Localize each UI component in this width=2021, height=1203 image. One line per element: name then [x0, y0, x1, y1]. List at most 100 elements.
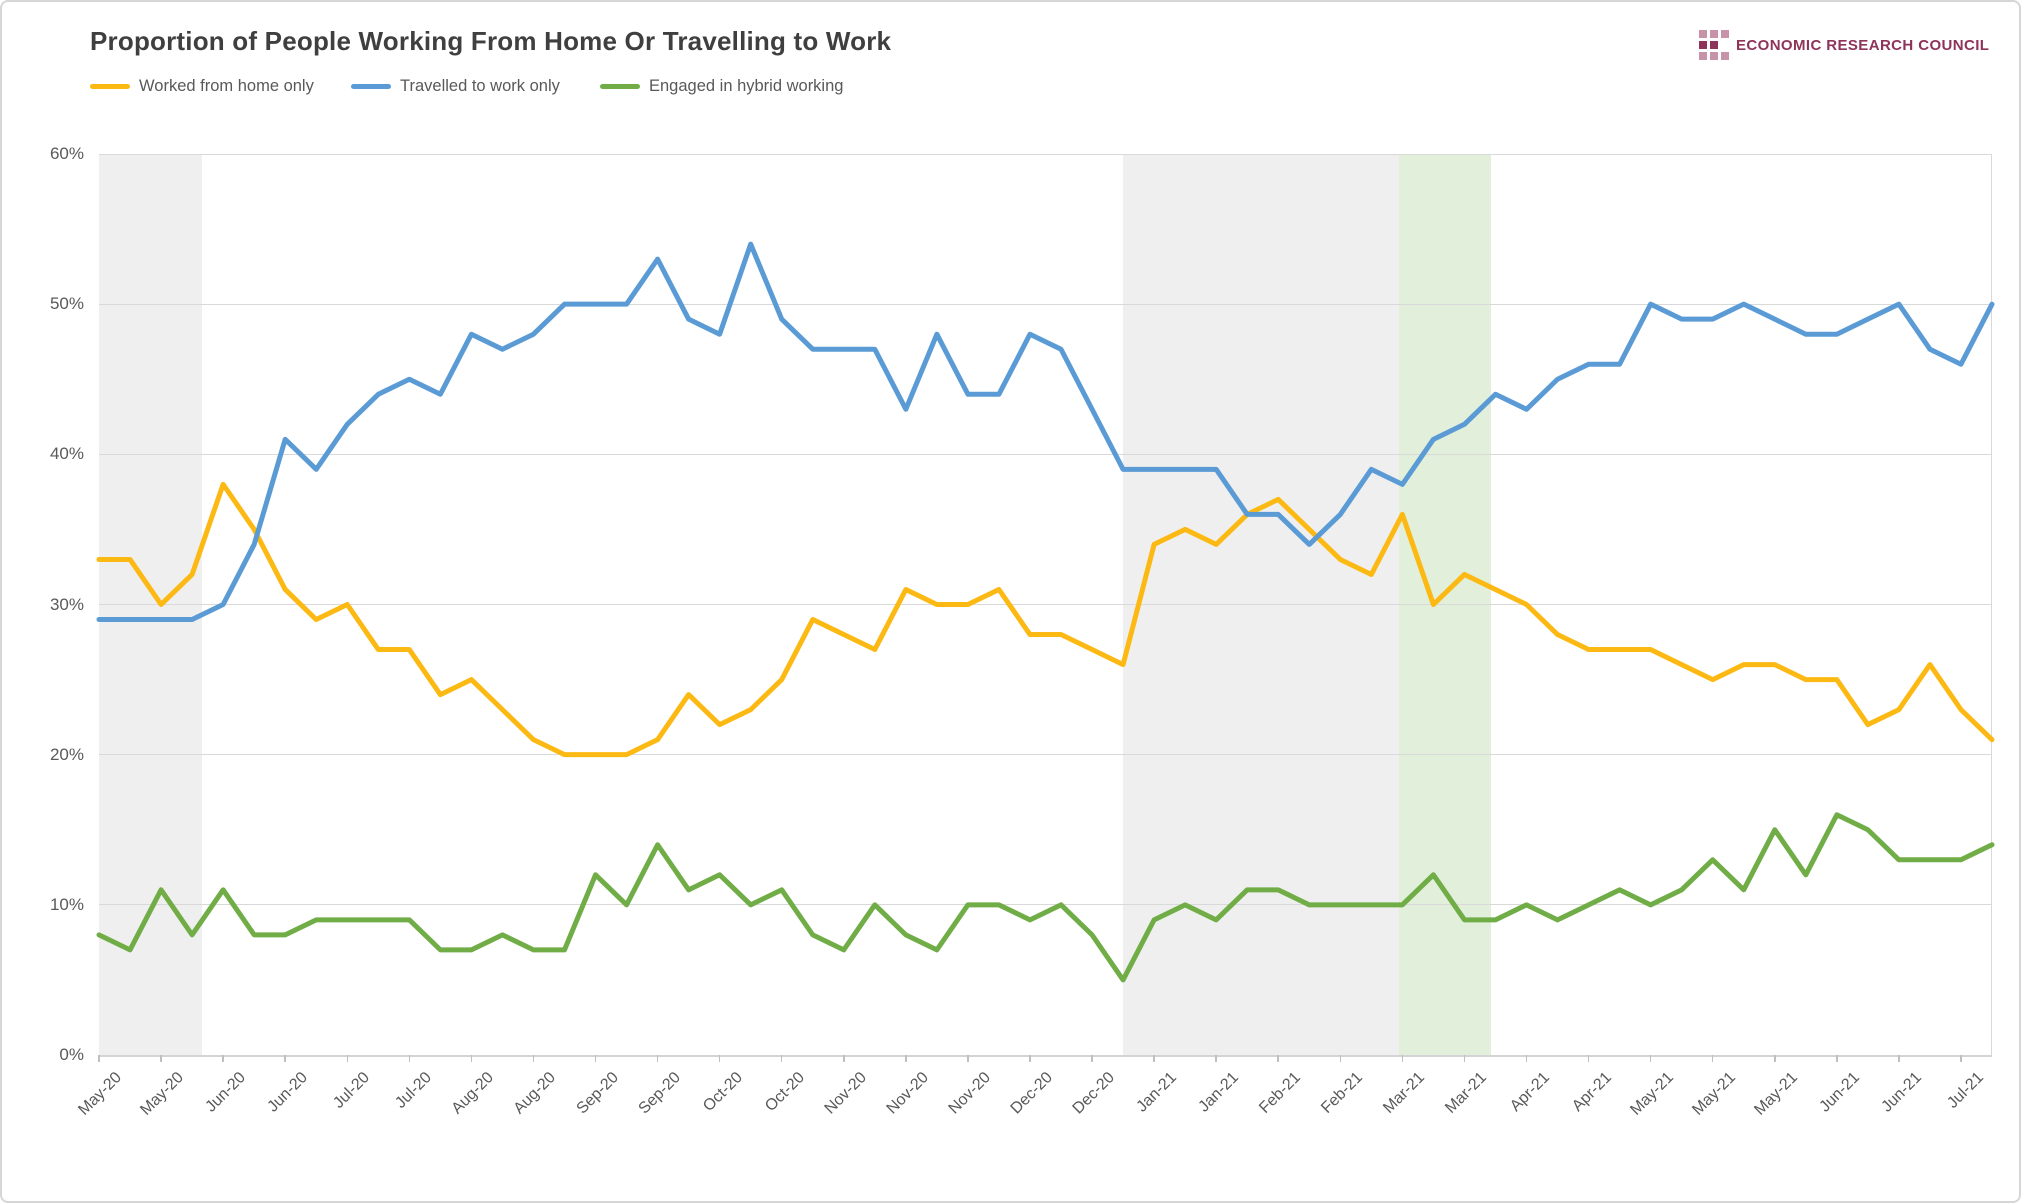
- x-axis-tick-label: Aug-20: [448, 1069, 498, 1118]
- x-axis-tick: [1153, 1055, 1155, 1062]
- x-axis-tick-label: Jul-20: [330, 1069, 374, 1112]
- x-axis-tick-label: Feb-21: [1318, 1069, 1367, 1117]
- series-line: [99, 815, 1992, 980]
- x-axis-tick-label: Sep-20: [635, 1069, 684, 1118]
- logo-square: [1699, 30, 1707, 38]
- x-axis-tick-label: Feb-21: [1256, 1069, 1305, 1117]
- gridline: [99, 604, 1992, 605]
- series-line: [99, 244, 1992, 619]
- x-axis-tick: [905, 1055, 907, 1062]
- x-axis-tick-label: Dec-20: [1069, 1069, 1119, 1118]
- logo-square: [1710, 41, 1718, 49]
- y-axis-tick-label: 60%: [49, 144, 84, 163]
- x-axis-tick: [1960, 1055, 1962, 1062]
- x-axis-tick: [1525, 1055, 1528, 1062]
- x-axis-line: [99, 1055, 1992, 1057]
- x-axis-tick-label: Jun-21: [1816, 1069, 1863, 1116]
- x-axis-tick: [346, 1055, 348, 1062]
- logo-square: [1710, 52, 1718, 60]
- chart-title: Proportion of People Working From Home O…: [90, 26, 892, 56]
- x-axis-tick: [1898, 1055, 1900, 1062]
- x-axis-tick-label: Jul-20: [392, 1069, 436, 1112]
- x-axis-tick-label: Aug-20: [510, 1069, 560, 1118]
- x-axis-tick: [594, 1055, 597, 1062]
- x-axis-tick-label: Nov-20: [945, 1069, 994, 1118]
- x-axis-tick-label: Jun-20: [202, 1069, 250, 1116]
- y-axis-tick-label: 50%: [49, 294, 84, 314]
- gridline: [99, 754, 1992, 756]
- x-axis-tick: [160, 1055, 162, 1062]
- y-axis-tick-label: 10%: [49, 894, 84, 914]
- x-axis-tick: [1649, 1055, 1652, 1062]
- x-axis-labels: May-20 May-20 Jun-20 Jun-20 Jul-20 Jul-20 Aug-…: [75, 1055, 1992, 1165]
- x-axis-tick-label: May-21: [1751, 1069, 1801, 1119]
- x-axis-tick-label: Nov-20: [883, 1069, 932, 1118]
- x-axis-tick-label: Mar-21: [1442, 1069, 1491, 1117]
- plot-right-border: [1991, 154, 1992, 1055]
- x-axis-tick: [284, 1055, 286, 1062]
- legend-item: Engaged in hybrid working: [600, 76, 843, 96]
- y-axis-tick-label: 30%: [49, 594, 84, 614]
- x-axis-tick: [967, 1055, 969, 1062]
- logo-square: [1721, 52, 1729, 60]
- x-axis-tick: [222, 1055, 224, 1062]
- erc-logo: ECONOMIC RESEARCH COUNCIL: [1699, 30, 1989, 60]
- x-axis-tick-label: May-20: [75, 1069, 126, 1119]
- x-axis-tick: [656, 1055, 659, 1062]
- x-axis-tick-label: Jul-21: [1944, 1069, 1987, 1112]
- x-axis-tick: [843, 1055, 845, 1062]
- x-axis-tick-label: Jan-21: [1133, 1069, 1181, 1116]
- x-axis-tick: [1215, 1055, 1217, 1062]
- y-axis-tick-label: 20%: [49, 744, 84, 764]
- x-axis-tick-label: Mar-21: [1380, 1069, 1429, 1117]
- x-axis-tick: [1029, 1055, 1031, 1062]
- series-line: [99, 484, 1992, 754]
- x-axis-tick-label: Oct-20: [761, 1069, 808, 1115]
- legend-line-icon: [90, 83, 130, 89]
- logo-square: [1721, 30, 1729, 38]
- x-axis-tick: [1091, 1055, 1093, 1062]
- legend-label: Engaged in hybrid working: [649, 76, 844, 95]
- logo-square: [1721, 41, 1729, 49]
- legend-label: Worked from home only: [139, 76, 314, 95]
- x-axis-tick: [1711, 1055, 1714, 1062]
- erc-logo-text: ECONOMIC RESEARCH COUNCIL: [1736, 36, 1990, 54]
- gridline: [99, 153, 1992, 155]
- x-axis-tick: [470, 1055, 473, 1062]
- legend-label: Travelled to work only: [400, 76, 560, 95]
- x-axis-tick-label: May-21: [1688, 1069, 1739, 1119]
- legend-item: Travelled to work only: [351, 76, 560, 96]
- x-axis-tick-label: Jun-21: [1878, 1069, 1925, 1116]
- x-axis-tick: [1339, 1055, 1342, 1062]
- x-axis-tick: [408, 1055, 411, 1062]
- x-axis-tick-label: Dec-20: [1007, 1069, 1056, 1118]
- legend-line-icon: [600, 83, 640, 89]
- x-axis-tick-label: May-21: [1626, 1069, 1677, 1119]
- x-axis-tick: [98, 1055, 100, 1062]
- x-axis-tick: [1836, 1055, 1838, 1062]
- gridline: [99, 904, 1992, 906]
- x-axis-tick-label: Jun-20: [264, 1069, 312, 1116]
- gridline: [99, 303, 1992, 305]
- x-axis-tick: [1401, 1055, 1404, 1062]
- x-axis-tick: [1774, 1055, 1776, 1062]
- series-lines: [99, 154, 1992, 1055]
- logo-square: [1710, 30, 1718, 38]
- y-axis-tick-label: 40%: [49, 444, 84, 464]
- x-axis-tick: [780, 1055, 783, 1062]
- gridline: [99, 453, 1992, 455]
- x-axis-tick-label: Apr-21: [1506, 1069, 1553, 1115]
- legend-line-icon: [351, 83, 391, 89]
- x-axis-tick-label: Nov-20: [821, 1069, 870, 1118]
- x-axis-tick-label: May-20: [137, 1069, 188, 1119]
- x-axis-tick-label: Jan-21: [1195, 1069, 1243, 1116]
- erc-logo-grid-icon: [1699, 30, 1729, 60]
- logo-square: [1699, 41, 1707, 49]
- x-axis-tick-label: Apr-21: [1568, 1069, 1615, 1115]
- x-axis-tick-label: Oct-20: [699, 1069, 746, 1115]
- legend-item: Worked from home only: [90, 76, 314, 96]
- x-axis-tick: [718, 1055, 721, 1062]
- logo-square: [1699, 52, 1707, 60]
- y-axis-tick-label: 0%: [59, 1045, 84, 1064]
